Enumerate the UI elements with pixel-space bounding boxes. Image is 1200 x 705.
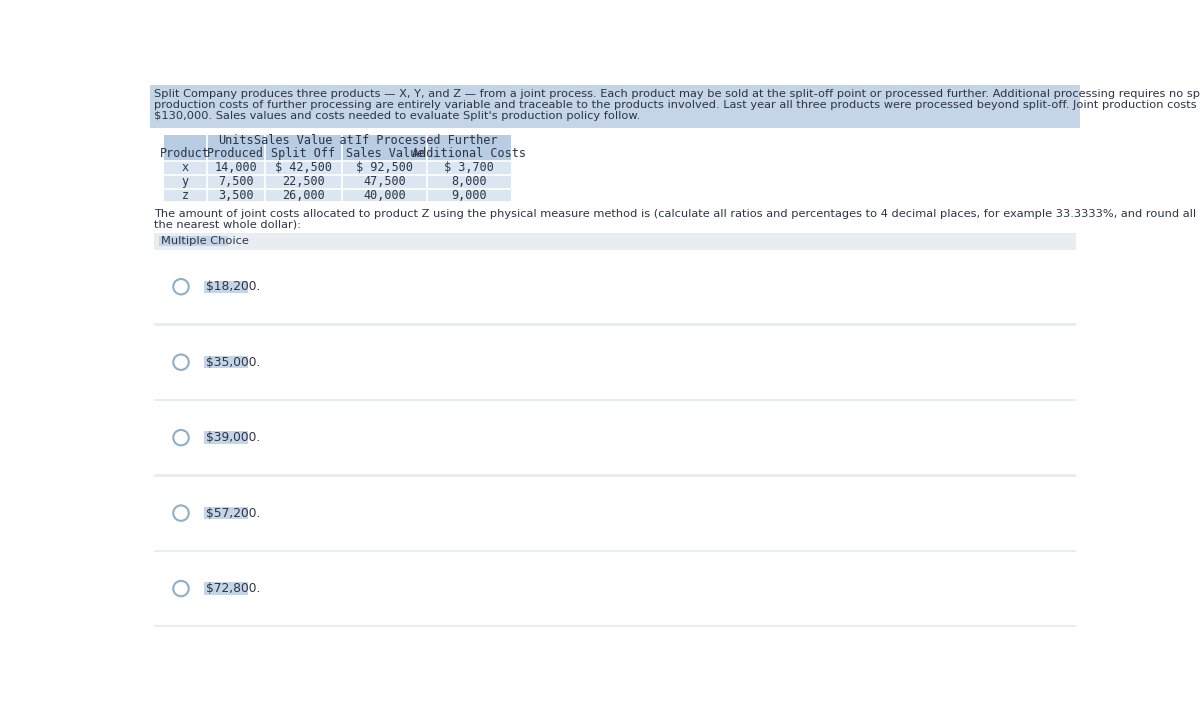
Text: Split Company produces three products — X, Y, and Z — from a joint process. Each: Split Company produces three products — …	[154, 90, 1200, 99]
FancyBboxPatch shape	[164, 175, 511, 188]
Text: z: z	[181, 189, 188, 202]
Text: 40,000: 40,000	[364, 189, 407, 202]
Text: Units: Units	[218, 135, 253, 147]
Text: the nearest whole dollar):: the nearest whole dollar):	[154, 219, 301, 229]
Text: $ 42,500: $ 42,500	[275, 161, 332, 174]
Text: Sales Value: Sales Value	[346, 147, 424, 161]
FancyBboxPatch shape	[164, 188, 511, 202]
Text: $39,000.: $39,000.	[206, 431, 260, 444]
Text: production costs of further processing are entirely variable and traceable to th: production costs of further processing a…	[154, 100, 1200, 110]
Text: 22,500: 22,500	[282, 175, 325, 188]
FancyBboxPatch shape	[154, 326, 1076, 399]
Text: Split Off: Split Off	[271, 147, 336, 161]
Text: 3,500: 3,500	[218, 189, 253, 202]
Text: 47,500: 47,500	[364, 175, 407, 188]
Text: $72,800.: $72,800.	[206, 582, 260, 595]
Text: $130,000. Sales values and costs needed to evaluate Split's production policy fo: $130,000. Sales values and costs needed …	[154, 111, 640, 121]
FancyBboxPatch shape	[204, 431, 247, 444]
Text: 26,000: 26,000	[282, 189, 325, 202]
Text: $ 92,500: $ 92,500	[356, 161, 413, 174]
FancyBboxPatch shape	[164, 161, 511, 175]
Text: Sales Value at: Sales Value at	[253, 135, 353, 147]
Text: Produced: Produced	[208, 147, 264, 161]
FancyBboxPatch shape	[164, 135, 511, 161]
FancyBboxPatch shape	[154, 552, 1076, 625]
Text: Multiple Choice: Multiple Choice	[161, 236, 248, 246]
Text: y: y	[181, 175, 188, 188]
FancyBboxPatch shape	[204, 582, 247, 595]
FancyBboxPatch shape	[154, 477, 1076, 550]
FancyBboxPatch shape	[204, 356, 247, 368]
Text: Additional Costs: Additional Costs	[413, 147, 527, 161]
Text: 7,500: 7,500	[218, 175, 253, 188]
FancyBboxPatch shape	[204, 507, 247, 520]
Text: 14,000: 14,000	[215, 161, 257, 174]
Text: 8,000: 8,000	[451, 175, 487, 188]
Text: If Processed Further: If Processed Further	[355, 135, 498, 147]
Text: The amount of joint costs allocated to product Z using the physical measure meth: The amount of joint costs allocated to p…	[154, 209, 1200, 219]
FancyBboxPatch shape	[204, 281, 247, 293]
Text: Product: Product	[161, 147, 210, 161]
Text: $35,000.: $35,000.	[206, 356, 260, 369]
FancyBboxPatch shape	[154, 250, 1076, 324]
FancyBboxPatch shape	[154, 401, 1076, 474]
FancyBboxPatch shape	[154, 233, 1076, 627]
FancyBboxPatch shape	[160, 235, 228, 246]
Text: x: x	[181, 161, 188, 174]
Text: $57,200.: $57,200.	[206, 507, 260, 520]
FancyBboxPatch shape	[150, 85, 1080, 128]
Text: $18,200.: $18,200.	[206, 280, 260, 293]
Text: 9,000: 9,000	[451, 189, 487, 202]
Text: $ 3,700: $ 3,700	[444, 161, 494, 174]
